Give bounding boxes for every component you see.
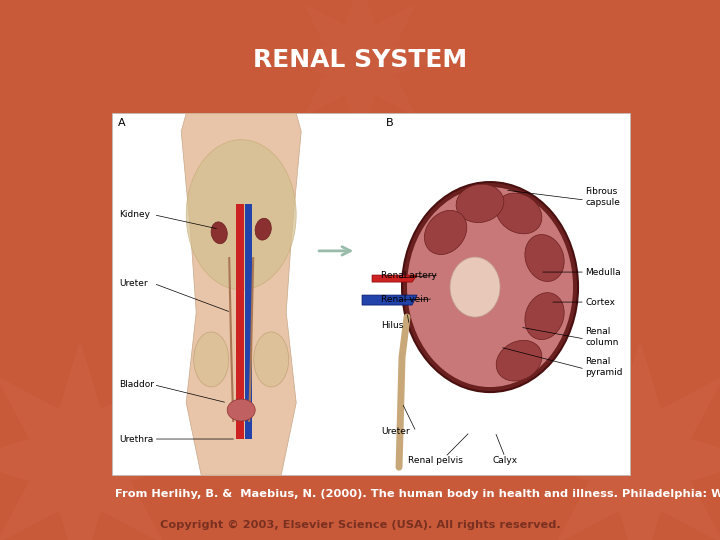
Polygon shape <box>181 113 301 475</box>
Text: Bladdor: Bladdor <box>120 380 155 389</box>
Text: Renal pelvis: Renal pelvis <box>408 456 462 465</box>
Text: Renal vein: Renal vein <box>381 294 429 303</box>
Text: Medulla: Medulla <box>585 267 621 276</box>
Ellipse shape <box>496 340 542 381</box>
Ellipse shape <box>211 222 228 244</box>
FancyArrowPatch shape <box>319 247 351 255</box>
Ellipse shape <box>450 257 500 317</box>
Text: From Herlihy, B. &  Maebius, N. (2000). The human body in health and illness. Ph: From Herlihy, B. & Maebius, N. (2000). T… <box>115 489 720 499</box>
Text: A: A <box>117 118 125 129</box>
Polygon shape <box>0 340 200 540</box>
Text: Hilus: Hilus <box>381 321 403 329</box>
Text: Renal
pyramid: Renal pyramid <box>585 357 623 377</box>
Ellipse shape <box>228 399 255 421</box>
Text: Kidney: Kidney <box>120 210 150 219</box>
Text: Ureter: Ureter <box>381 427 410 436</box>
Ellipse shape <box>407 187 573 387</box>
Polygon shape <box>280 0 440 140</box>
Ellipse shape <box>186 140 296 289</box>
Text: Calyx: Calyx <box>492 456 518 465</box>
Text: Cortex: Cortex <box>585 298 615 307</box>
Ellipse shape <box>525 293 564 340</box>
Text: Fibrous
capsule: Fibrous capsule <box>585 187 620 207</box>
Ellipse shape <box>253 332 289 387</box>
Ellipse shape <box>194 332 229 387</box>
Bar <box>236 204 244 439</box>
Polygon shape <box>520 340 720 540</box>
Text: RENAL SYSTEM: RENAL SYSTEM <box>253 48 467 72</box>
Polygon shape <box>372 275 417 282</box>
Ellipse shape <box>424 211 467 254</box>
Text: Copyright © 2003, Elsevier Science (USA). All rights reserved.: Copyright © 2003, Elsevier Science (USA)… <box>160 520 560 530</box>
Text: Renal artery: Renal artery <box>381 271 437 280</box>
Ellipse shape <box>456 184 504 222</box>
Ellipse shape <box>525 234 564 281</box>
Text: Urethra: Urethra <box>120 435 154 443</box>
Ellipse shape <box>496 193 542 234</box>
Bar <box>112 113 630 475</box>
Ellipse shape <box>402 182 578 392</box>
Text: Ureter: Ureter <box>120 279 148 288</box>
Polygon shape <box>362 295 417 305</box>
Bar <box>246 204 252 439</box>
Text: Renal
column: Renal column <box>585 327 618 347</box>
Text: B: B <box>386 118 394 129</box>
Ellipse shape <box>255 218 271 240</box>
